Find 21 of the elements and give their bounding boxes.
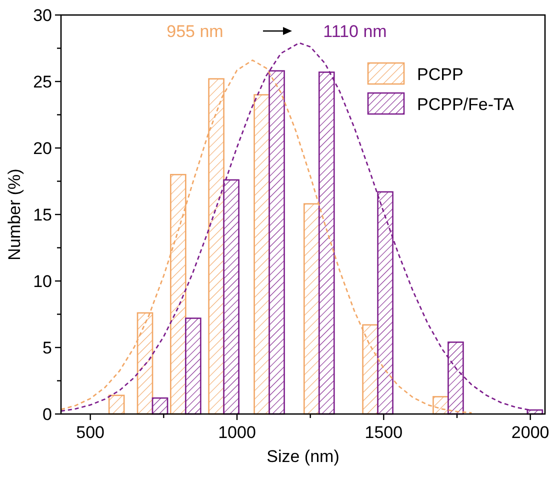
y-tick-label: 5 [42,338,52,358]
y-tick-label: 20 [33,138,52,158]
annotation: 1110 nm [323,22,387,41]
legend-label: PCPP/Fe-TA [417,94,515,114]
x-axis-title: Size (nm) [266,447,340,466]
y-tick-label: 30 [33,6,52,25]
bar [152,397,168,415]
bar [185,318,202,415]
y-tick-label: 15 [33,205,52,224]
y-tick-label: 10 [33,272,52,291]
legend-label: PCPP [417,64,464,84]
x-tick-label: 500 [76,423,105,442]
x-tick-label: 1500 [364,423,403,442]
y-axis-title: Number (%) [5,168,24,260]
x-tick-label: 2000 [511,423,550,442]
bar [254,94,270,415]
bar [108,394,125,415]
y-tick-label: 25 [33,72,52,92]
y-tick-label: 0 [42,404,52,424]
x-tick-label: 1000 [218,423,256,442]
annotation: 955 nm [166,22,224,41]
